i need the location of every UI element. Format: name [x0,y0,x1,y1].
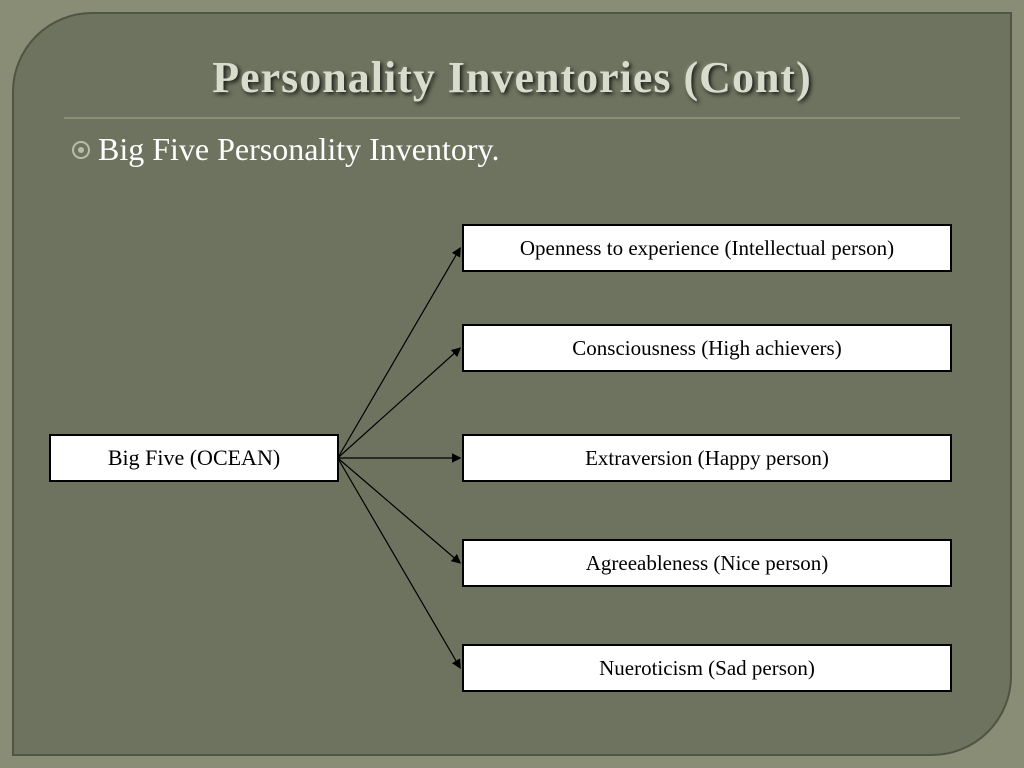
bullet-row: Big Five Personality Inventory. [72,131,970,168]
diagram-child-label: Consciousness (High achievers) [572,336,841,361]
diagram-child-label: Agreeableness (Nice person) [586,551,829,576]
slide-title: Personality Inventories (Cont) [54,52,970,103]
bullet-target-icon [72,141,90,159]
diagram-child-label: Extraversion (Happy person) [585,446,829,471]
diagram-child-node: Extraversion (Happy person) [462,434,952,482]
slide-outer: Personality Inventories (Cont) Big Five … [0,0,1024,768]
diagram-child-node: Openness to experience (Intellectual per… [462,224,952,272]
slide-panel: Personality Inventories (Cont) Big Five … [12,12,1012,756]
diagram-child-label: Openness to experience (Intellectual per… [520,236,894,261]
diagram-child-node: Nueroticism (Sad person) [462,644,952,692]
diagram-root-label: Big Five (OCEAN) [108,445,280,471]
big-five-diagram: Big Five (OCEAN) Openness to experience … [14,214,1010,744]
diagram-child-node: Agreeableness (Nice person) [462,539,952,587]
title-divider [64,117,960,119]
diagram-child-node: Consciousness (High achievers) [462,324,952,372]
diagram-root-node: Big Five (OCEAN) [49,434,339,482]
diagram-child-label: Nueroticism (Sad person) [599,656,815,681]
bullet-text: Big Five Personality Inventory. [98,131,499,168]
